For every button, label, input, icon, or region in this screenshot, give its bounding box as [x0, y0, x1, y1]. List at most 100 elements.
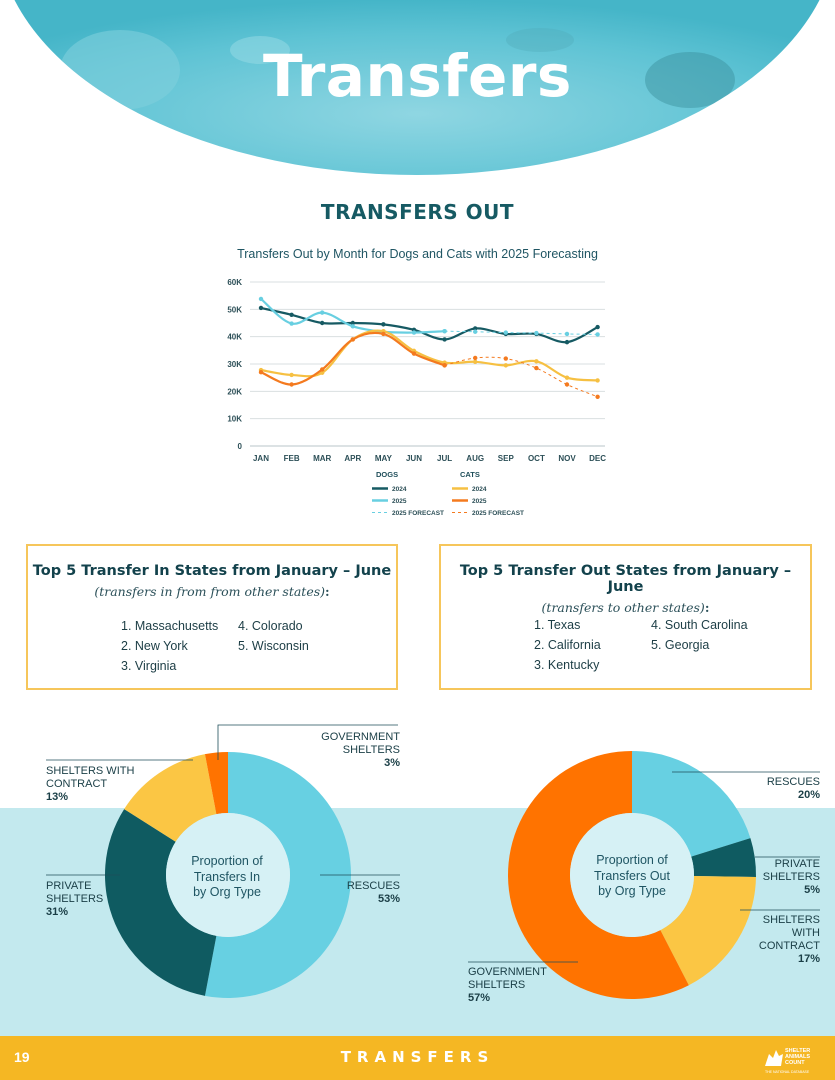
footer-title: TRANSFERS [340, 1048, 495, 1066]
x-tick-label: JAN [253, 454, 269, 463]
donut-in-label-private: PRIVATE SHELTERS 31% [46, 880, 146, 919]
state-item: 2. California [534, 638, 601, 652]
x-tick-label: DEC [589, 454, 606, 463]
top5-in-box: Top 5 Transfer In States from January – … [26, 544, 398, 690]
center-line: Proportion of [191, 854, 263, 868]
donut-in-center-label: Proportion of Transfers In by Org Type [167, 854, 287, 901]
x-tick-label: NOV [558, 454, 576, 463]
label-pct: 5% [804, 884, 820, 896]
x-tick-label: JUL [437, 454, 452, 463]
legend-label: 2025 FORECAST [392, 510, 444, 517]
data-point [289, 321, 294, 326]
logo-line: ANIMALS [785, 1054, 811, 1060]
state-item: 2. New York [121, 639, 188, 653]
donut-slice [204, 752, 352, 998]
donut-in-label-contract: SHELTERS WITH CONTRACT 13% [46, 765, 166, 804]
top5-out-subtitle: (transfers to other states): [441, 600, 810, 615]
data-point [564, 382, 570, 387]
legend-title: CATS [460, 470, 480, 479]
data-point [442, 363, 447, 368]
label-line: PRIVATE [46, 880, 92, 892]
donut-charts [46, 724, 820, 999]
data-point [258, 305, 264, 311]
label-line: GOVERNMENT [321, 731, 400, 743]
top5-out-title: Top 5 Transfer Out States from January –… [459, 563, 792, 595]
x-tick-label: SEP [498, 454, 515, 463]
top5-in-title: Top 5 Transfer In States from January – … [32, 563, 392, 579]
x-tick-label: AUG [466, 454, 484, 463]
donut-out-label-contract: SHELTERS WITH CONTRACT 17% [740, 914, 820, 966]
legend-label: 2025 [472, 498, 487, 505]
data-point [381, 331, 386, 337]
data-point [473, 329, 478, 334]
data-point [442, 329, 447, 334]
series-line [260, 306, 599, 344]
hero-background [0, 0, 835, 175]
label-line: SHELTERS WITH [46, 765, 135, 777]
center-line: Proportion of [596, 853, 668, 867]
leader-line [217, 724, 398, 760]
label-line: SHELTERS [468, 979, 526, 991]
donut-out-label-private: PRIVATE SHELTERS 5% [740, 858, 820, 897]
label-pct: 20% [797, 789, 820, 801]
data-point [595, 332, 600, 337]
label-line: PRIVATE [774, 858, 820, 870]
data-point [411, 330, 417, 335]
data-point [350, 324, 355, 329]
page-number: 19 [14, 1049, 30, 1065]
label-line: SHELTERS [762, 871, 820, 883]
data-point [320, 310, 325, 315]
center-line: by Org Type [193, 885, 261, 899]
state-item: 3. Kentucky [534, 658, 600, 672]
logo-line: SHELTER [785, 1048, 811, 1054]
x-tick-label: MAR [313, 454, 331, 463]
data-point [473, 355, 478, 361]
center-line: by Org Type [598, 884, 666, 898]
y-tick-label: 60K [227, 278, 242, 287]
x-tick-label: MAY [375, 454, 393, 463]
data-point [473, 359, 478, 365]
y-tick-label: 0 [238, 442, 243, 451]
donut-in-label-rescues: RESCUES 53% [320, 880, 400, 906]
label-line: WITH [791, 927, 820, 939]
y-tick-label: 20K [227, 387, 242, 396]
donut-hole [166, 813, 290, 937]
donut-slice [124, 754, 217, 842]
label-pct: 13% [46, 791, 69, 803]
y-tick-label: 50K [227, 305, 242, 314]
legend-title: DOGS [376, 470, 398, 479]
data-point [258, 296, 264, 302]
x-tick-label: OCT [528, 454, 545, 463]
state-item: 5. Georgia [651, 638, 710, 652]
series-line [260, 329, 598, 382]
donut-slice [632, 751, 751, 857]
data-point [595, 394, 600, 399]
data-point [289, 382, 294, 387]
section-title: TRANSFERS OUT [320, 200, 515, 224]
data-point [350, 320, 355, 326]
state-item: 4. Colorado [238, 619, 303, 633]
y-tick-label: 10K [227, 415, 242, 424]
data-point [473, 326, 478, 331]
y-tick-label: 30K [227, 360, 242, 369]
legend-label: 2024 [472, 486, 487, 493]
dog-nose-shape [645, 52, 735, 108]
label-line: SHELTERS [342, 744, 400, 756]
data-point [320, 370, 325, 375]
data-point [411, 351, 417, 356]
data-point [564, 331, 570, 337]
data-point [289, 312, 294, 317]
data-point [534, 330, 539, 336]
footer-bar: 19 TRANSFERS [0, 1036, 835, 1080]
state-item: 3. Virginia [121, 659, 177, 673]
top5-out-box: Top 5 Transfer Out States from January –… [439, 544, 812, 690]
data-point [258, 370, 264, 375]
label-line: RESCUES [766, 776, 820, 788]
data-point [320, 367, 325, 372]
dog-cat-icon [765, 1050, 783, 1066]
shelter-animals-count-logo: SHELTER ANIMALS COUNT THE NATIONAL DATAB… [763, 1042, 825, 1076]
label-pct: 31% [46, 906, 69, 918]
data-point [503, 330, 508, 335]
x-tick-label: FEB [284, 454, 300, 463]
data-point [503, 363, 508, 368]
